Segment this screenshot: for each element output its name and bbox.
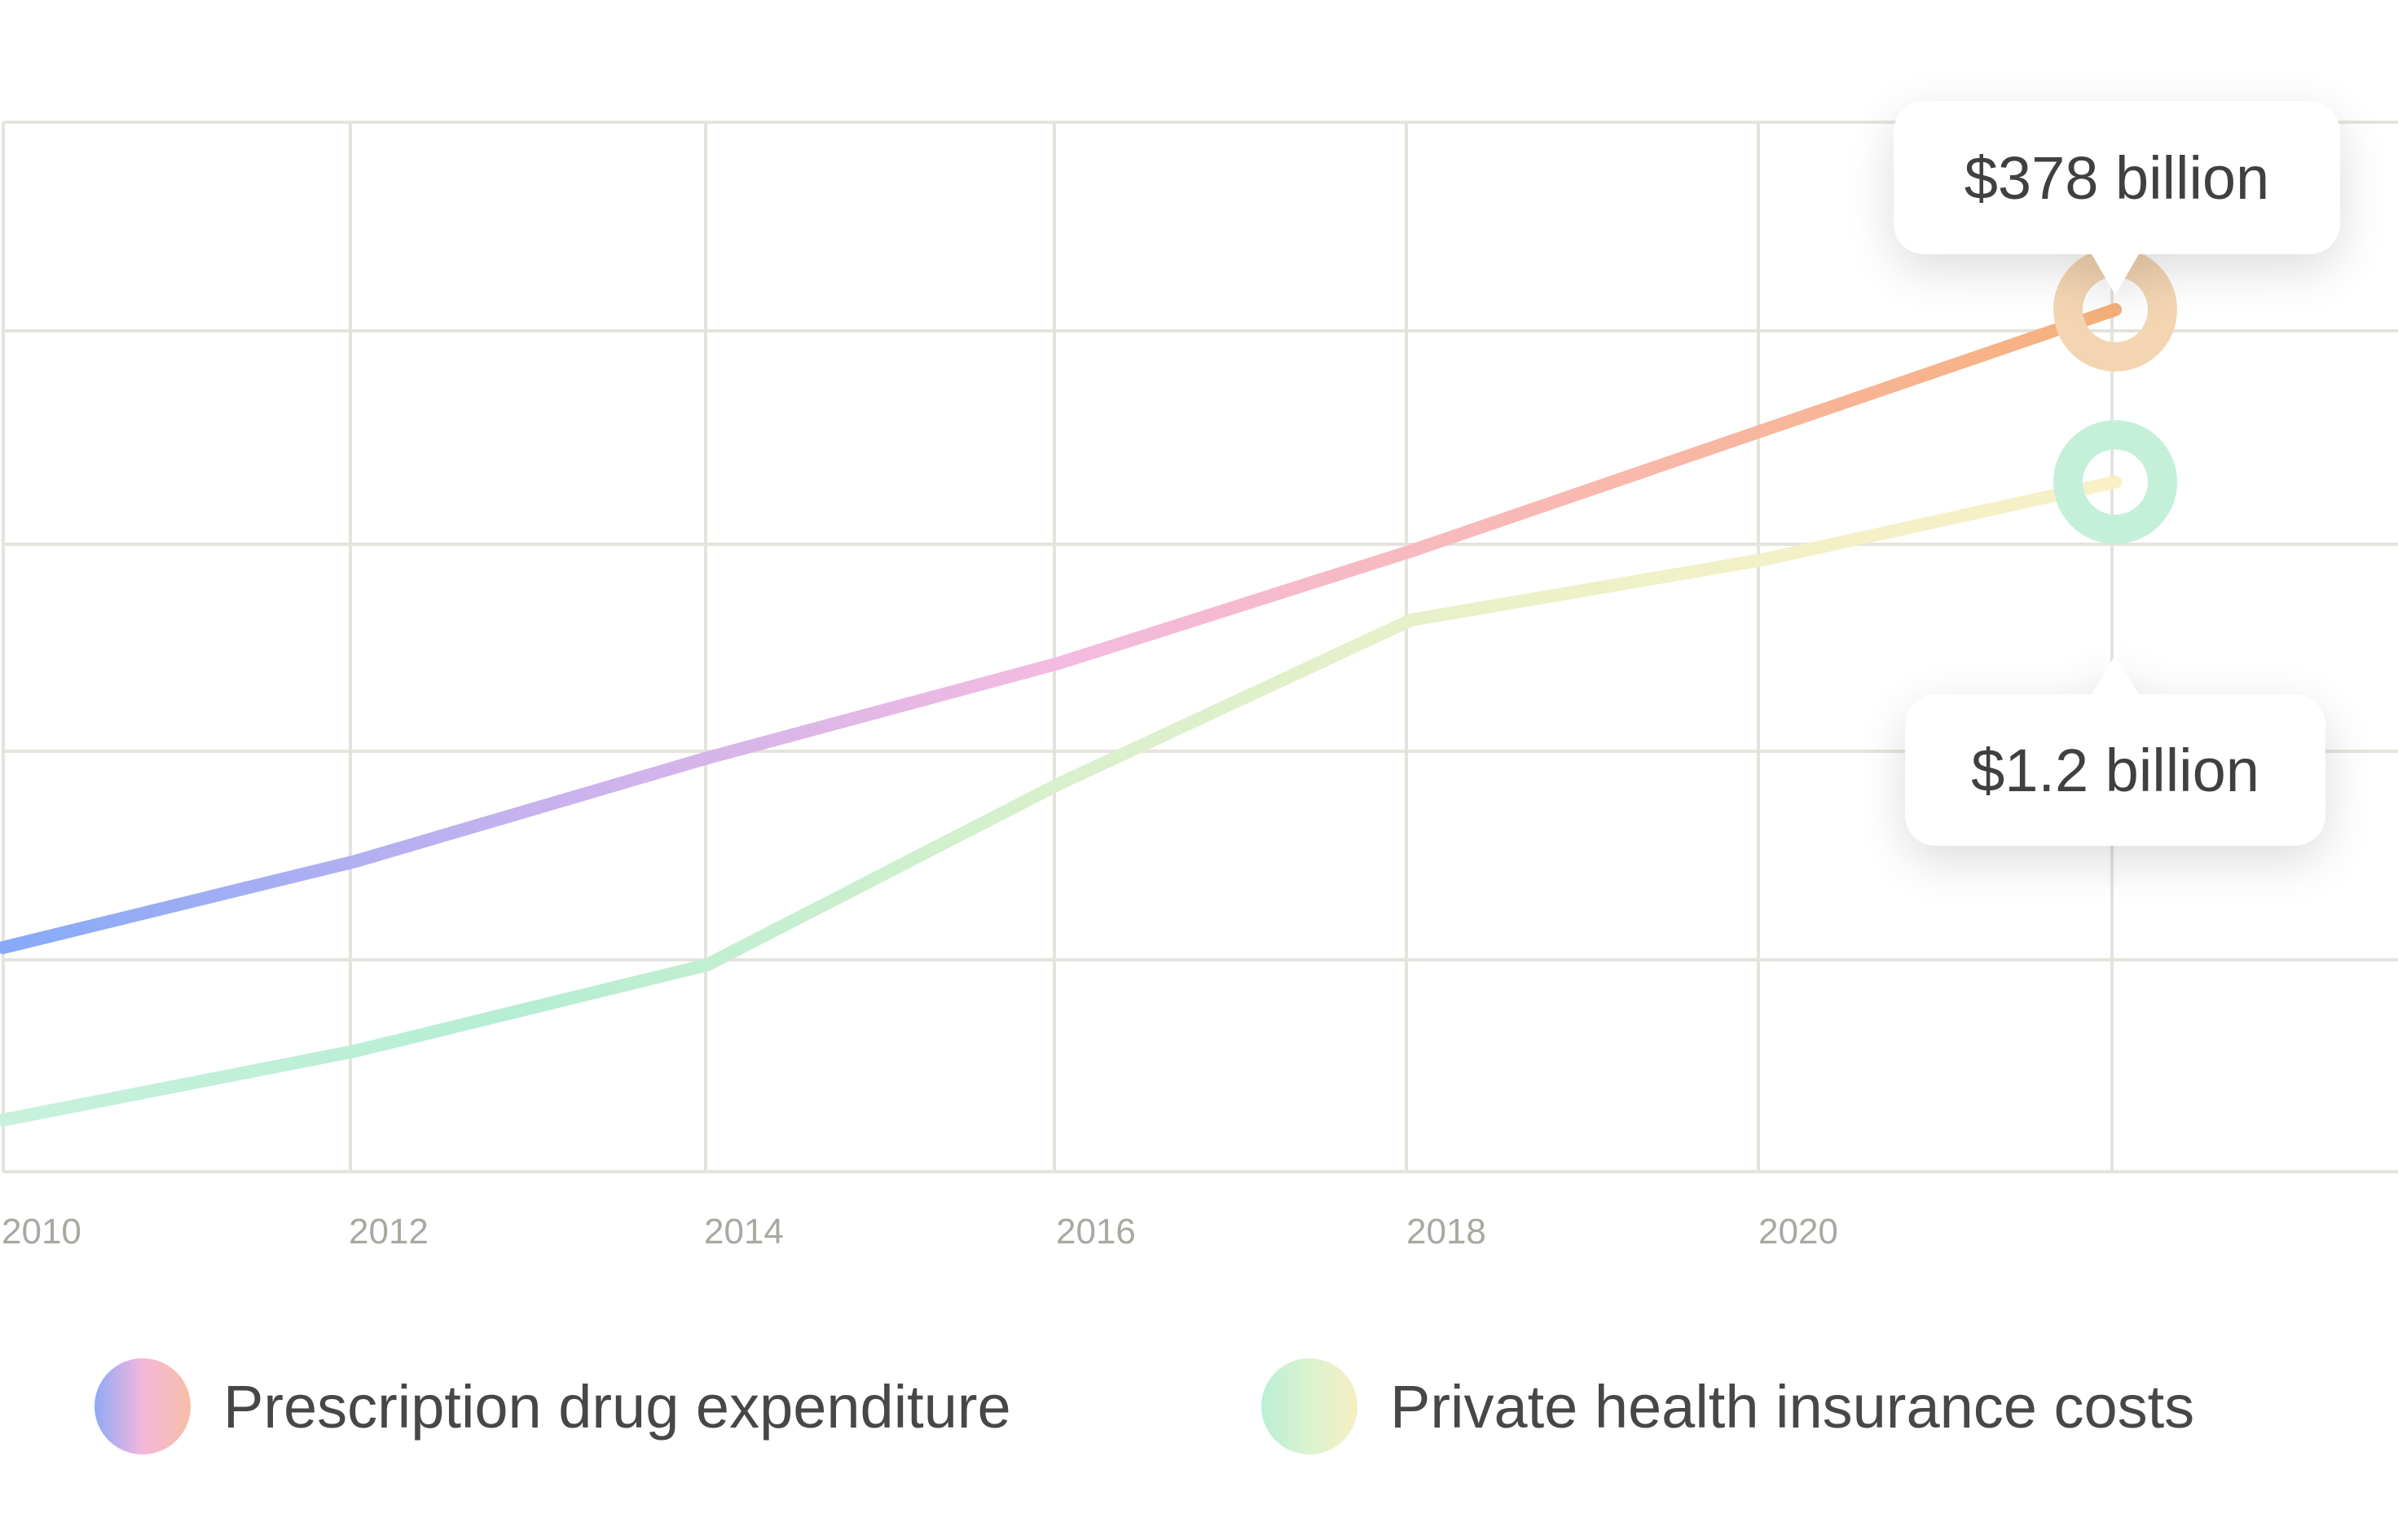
legend-item-private-insurance: Private health insurance costs <box>1261 1357 2194 1455</box>
callout-private-insurance: $1.2 billion <box>1905 655 2325 846</box>
series-lines <box>0 303 2122 1127</box>
callout-box <box>1894 101 2340 254</box>
callout-pointer <box>2091 253 2140 295</box>
x-axis-ticks: 2010 2012 2014 2016 2018 2020 <box>2 1212 1838 1252</box>
x-tick-label: 2012 <box>349 1212 429 1252</box>
callouts: $378 billion $1.2 billion <box>1894 101 2340 846</box>
callout-box <box>1905 694 2325 846</box>
end-markers <box>2053 248 2177 544</box>
legend: Prescription drug expenditure Private he… <box>0 1357 2398 1455</box>
legend-item-prescription: Prescription drug expenditure <box>95 1357 1011 1455</box>
marker-end-private-insurance <box>2053 420 2177 544</box>
legend-swatch-private-insurance <box>1261 1358 1357 1454</box>
callout-value-private-insurance: $1.2 billion <box>1971 737 2259 804</box>
callout-prescription: $378 billion <box>1894 101 2340 295</box>
x-tick-label: 2016 <box>1056 1212 1136 1252</box>
x-tick-label: 2018 <box>1406 1212 1486 1252</box>
callout-pointer <box>2091 655 2140 696</box>
legend-label-prescription: Prescription drug expenditure <box>223 1372 1011 1441</box>
series-line-private-insurance <box>0 475 2122 1127</box>
legend-label-private-insurance: Private health insurance costs <box>1390 1372 2195 1441</box>
callout-value-prescription: $378 billion <box>1965 144 2269 212</box>
x-tick-label: 2014 <box>704 1212 784 1252</box>
series-line-prescription <box>0 303 2122 954</box>
x-tick-label: 2010 <box>2 1212 81 1252</box>
x-tick-label: 2020 <box>1758 1212 1838 1252</box>
legend-swatch-prescription <box>95 1358 191 1454</box>
grid <box>2 121 2398 1173</box>
